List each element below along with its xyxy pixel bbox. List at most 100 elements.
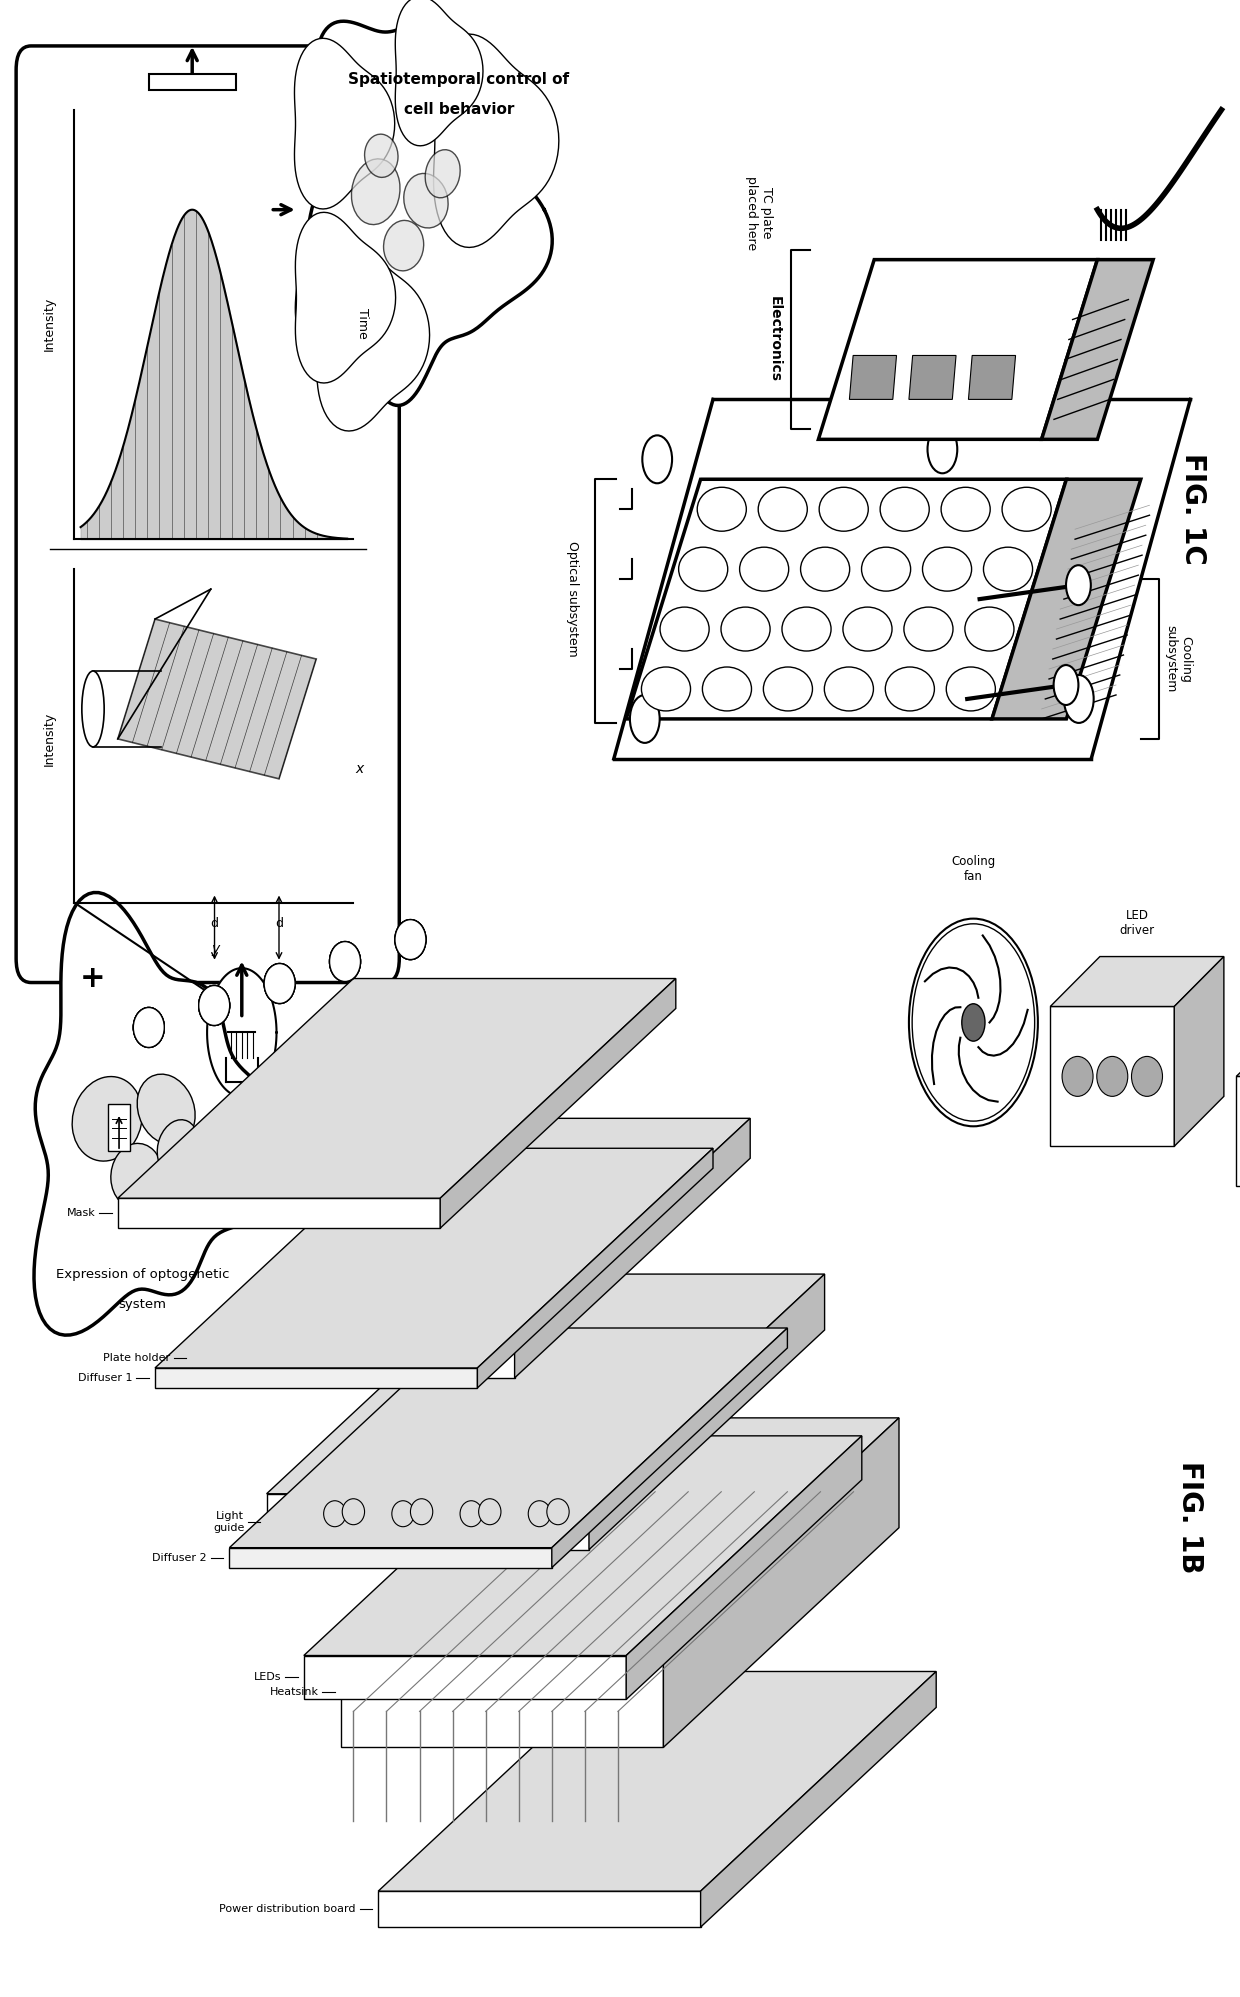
Polygon shape	[515, 1118, 750, 1378]
Polygon shape	[818, 260, 1097, 439]
Ellipse shape	[880, 487, 929, 531]
Polygon shape	[663, 1418, 899, 1747]
Text: FIG. 1B: FIG. 1B	[1177, 1462, 1204, 1574]
Ellipse shape	[1097, 1056, 1128, 1096]
Polygon shape	[118, 1198, 440, 1228]
Ellipse shape	[697, 487, 746, 531]
Ellipse shape	[660, 607, 709, 651]
Ellipse shape	[72, 1076, 143, 1160]
Circle shape	[909, 919, 1038, 1126]
Polygon shape	[304, 1656, 626, 1699]
Ellipse shape	[342, 1498, 365, 1526]
Ellipse shape	[528, 1502, 551, 1526]
Ellipse shape	[404, 174, 448, 228]
Polygon shape	[155, 1148, 713, 1368]
Polygon shape	[267, 1494, 589, 1550]
Ellipse shape	[316, 1492, 353, 1536]
Polygon shape	[192, 1118, 750, 1338]
Ellipse shape	[862, 547, 910, 591]
Text: FIG. 1C: FIG. 1C	[1179, 453, 1207, 565]
Ellipse shape	[425, 150, 460, 198]
Ellipse shape	[539, 1490, 577, 1534]
Ellipse shape	[1132, 1056, 1163, 1096]
Polygon shape	[155, 1368, 477, 1388]
Circle shape	[1054, 665, 1079, 705]
Ellipse shape	[394, 919, 427, 961]
Ellipse shape	[394, 919, 427, 961]
Text: Diffuser 2: Diffuser 2	[153, 1552, 207, 1564]
Text: d: d	[275, 917, 283, 931]
Text: Intensity: Intensity	[43, 711, 56, 767]
Polygon shape	[192, 1338, 515, 1378]
Ellipse shape	[904, 607, 954, 651]
Ellipse shape	[330, 943, 361, 983]
Text: LED
driver: LED driver	[1120, 909, 1154, 937]
Text: LEDs: LEDs	[254, 1671, 281, 1683]
Text: Plate holder: Plate holder	[103, 1352, 170, 1364]
Circle shape	[962, 1004, 985, 1040]
Polygon shape	[207, 969, 277, 1096]
Polygon shape	[33, 893, 296, 1336]
Ellipse shape	[133, 1006, 164, 1046]
Text: y: y	[212, 941, 219, 957]
Polygon shape	[626, 479, 1066, 719]
Text: Time: Time	[356, 308, 368, 339]
Ellipse shape	[384, 1492, 422, 1536]
Ellipse shape	[479, 1498, 501, 1526]
Circle shape	[1064, 675, 1094, 723]
Ellipse shape	[678, 547, 728, 591]
Polygon shape	[909, 355, 956, 399]
Polygon shape	[1236, 1040, 1240, 1076]
Ellipse shape	[264, 963, 295, 1002]
Polygon shape	[378, 1671, 936, 1891]
Polygon shape	[626, 1436, 862, 1699]
Polygon shape	[295, 212, 396, 383]
Ellipse shape	[410, 1498, 433, 1526]
Circle shape	[630, 695, 660, 743]
Ellipse shape	[138, 1074, 195, 1144]
Polygon shape	[229, 1328, 787, 1548]
Text: Mask: Mask	[67, 1208, 95, 1218]
Text: Cooling
subsystem: Cooling subsystem	[1164, 625, 1192, 693]
Ellipse shape	[330, 943, 361, 983]
Polygon shape	[477, 1148, 713, 1388]
Polygon shape	[1050, 1006, 1174, 1146]
Ellipse shape	[965, 607, 1014, 651]
Ellipse shape	[946, 667, 996, 711]
Text: system: system	[119, 1298, 166, 1312]
Polygon shape	[267, 1274, 825, 1494]
Ellipse shape	[764, 667, 812, 711]
Bar	[108, 1104, 130, 1150]
Ellipse shape	[133, 1006, 164, 1046]
Bar	[149, 74, 236, 90]
Ellipse shape	[264, 963, 295, 1002]
Text: Electronics: Electronics	[768, 296, 782, 383]
Ellipse shape	[394, 919, 427, 961]
Ellipse shape	[383, 220, 424, 272]
Text: x: x	[356, 761, 363, 777]
Polygon shape	[396, 0, 484, 146]
Ellipse shape	[133, 1006, 164, 1046]
Text: d: d	[211, 917, 218, 931]
Polygon shape	[589, 1274, 825, 1550]
Ellipse shape	[403, 1490, 440, 1534]
Ellipse shape	[941, 487, 991, 531]
Polygon shape	[968, 355, 1016, 399]
Ellipse shape	[843, 607, 892, 651]
Ellipse shape	[453, 1492, 490, 1536]
Polygon shape	[1174, 957, 1224, 1146]
FancyBboxPatch shape	[16, 46, 399, 983]
Text: cell behavior: cell behavior	[403, 102, 515, 118]
Ellipse shape	[641, 667, 691, 711]
Text: Cooling
fan: Cooling fan	[951, 855, 996, 883]
Circle shape	[1066, 565, 1091, 605]
Polygon shape	[552, 1328, 787, 1568]
Ellipse shape	[782, 607, 831, 651]
Text: Optical subsystem: Optical subsystem	[567, 541, 579, 657]
Ellipse shape	[365, 134, 398, 178]
Text: Intensity: Intensity	[43, 296, 56, 351]
Ellipse shape	[801, 547, 849, 591]
Ellipse shape	[825, 667, 873, 711]
Ellipse shape	[198, 985, 229, 1026]
Ellipse shape	[335, 1490, 372, 1534]
